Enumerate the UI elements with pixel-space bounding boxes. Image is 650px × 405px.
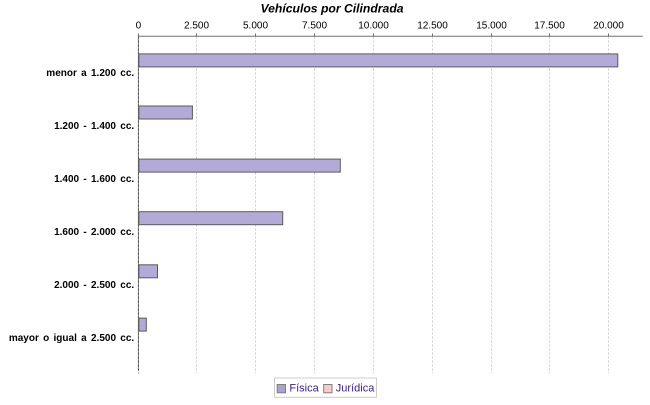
svg-text:Jurídica: Jurídica <box>336 383 375 395</box>
svg-text:1.600 - 2.000 cc.: 1.600 - 2.000 cc. <box>54 227 134 238</box>
svg-text:2.000 - 2.500 cc.: 2.000 - 2.500 cc. <box>54 280 134 291</box>
svg-text:Vehículos por Cilindrada: Vehículos por Cilindrada <box>260 1 403 15</box>
svg-text:15.000: 15.000 <box>476 21 507 32</box>
svg-text:5.000: 5.000 <box>243 21 268 32</box>
svg-text:7.500: 7.500 <box>302 21 327 32</box>
svg-text:menor a 1.200 cc.: menor a 1.200 cc. <box>46 68 134 79</box>
svg-text:10.000: 10.000 <box>358 21 389 32</box>
svg-text:0: 0 <box>136 21 142 32</box>
svg-text:12.500: 12.500 <box>417 21 448 32</box>
svg-text:mayor o igual a 2.500 cc.: mayor o igual a 2.500 cc. <box>9 333 135 344</box>
svg-text:2.500: 2.500 <box>184 21 209 32</box>
svg-text:Física: Física <box>289 383 319 395</box>
svg-text:17.500: 17.500 <box>534 21 565 32</box>
svg-text:1.400 - 1.600 cc.: 1.400 - 1.600 cc. <box>54 174 134 185</box>
svg-text:20.000: 20.000 <box>593 21 624 32</box>
svg-text:1.200 - 1.400 cc.: 1.200 - 1.400 cc. <box>54 121 134 132</box>
